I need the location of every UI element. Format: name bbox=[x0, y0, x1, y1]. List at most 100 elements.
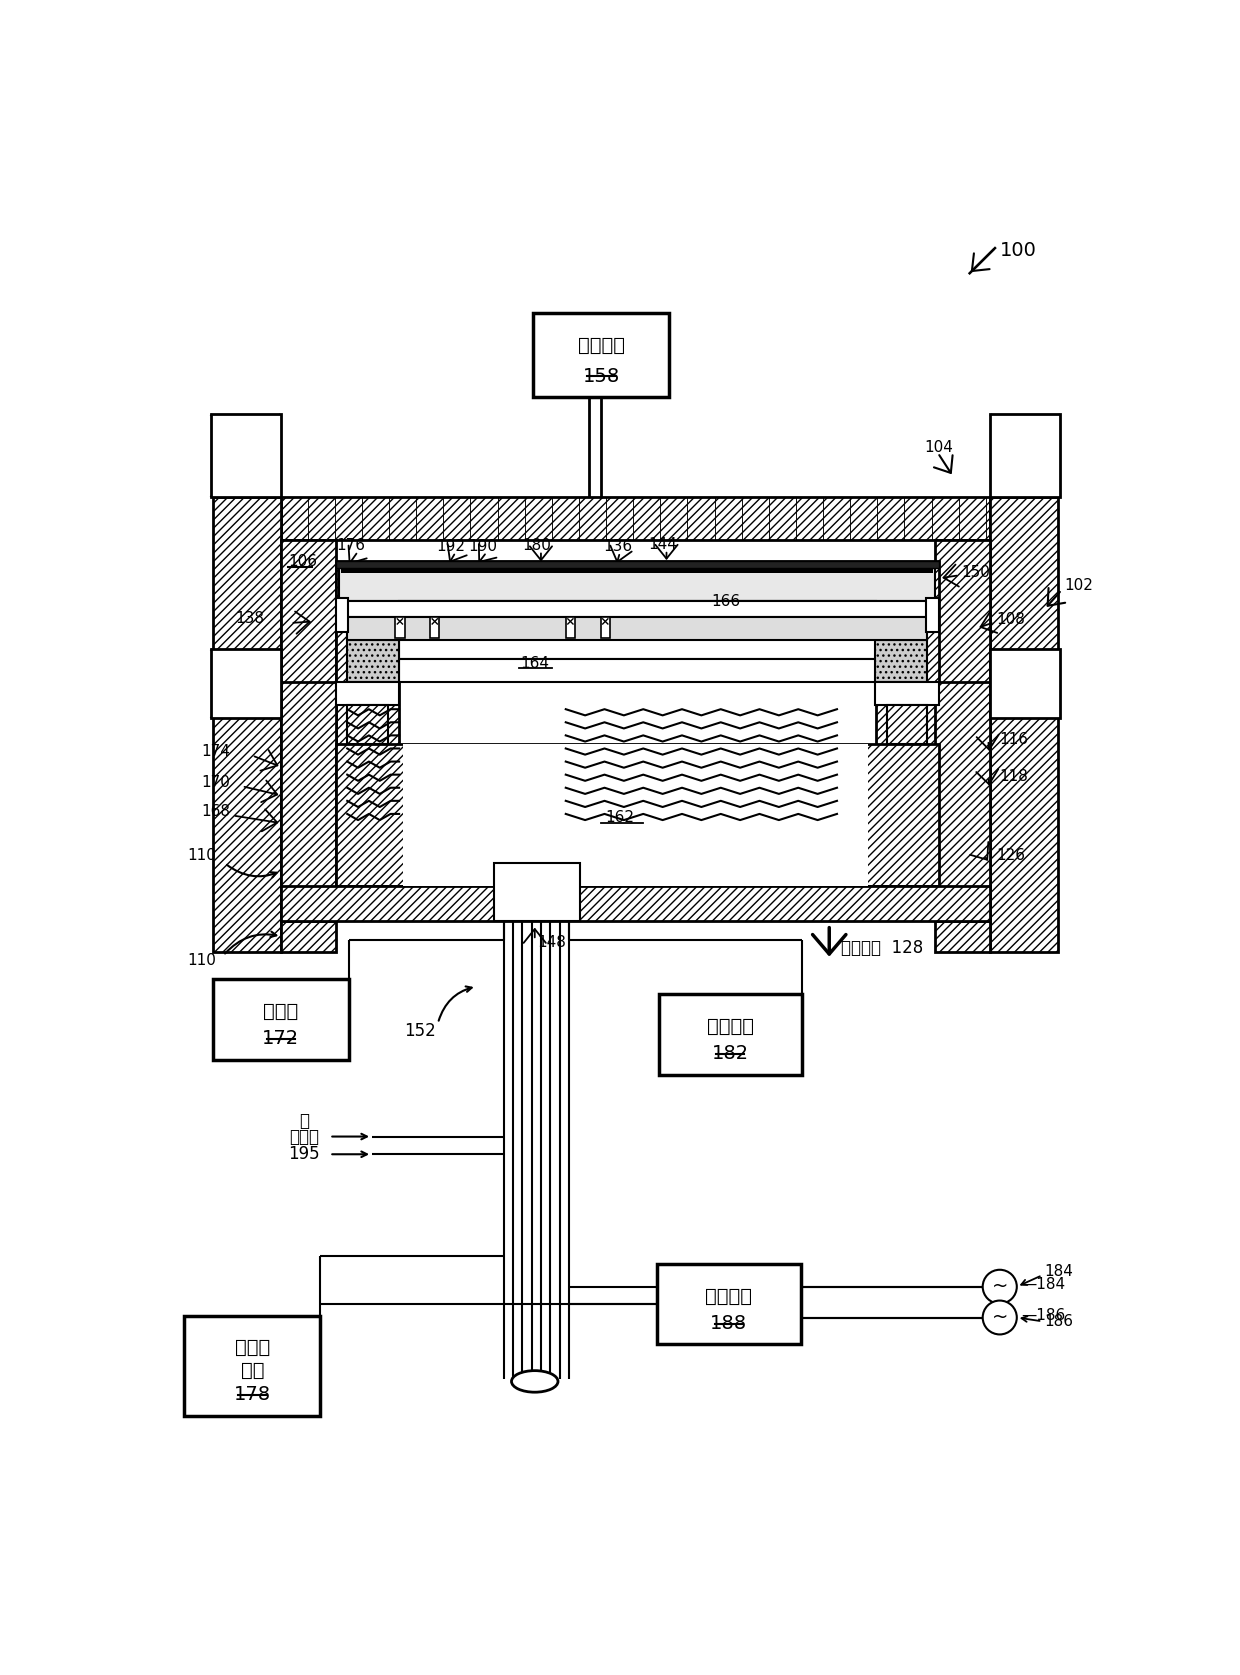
Text: 110: 110 bbox=[187, 848, 217, 863]
Bar bbox=[660, 497, 687, 539]
Text: 178: 178 bbox=[233, 1385, 270, 1404]
Bar bbox=[280, 497, 308, 539]
Bar bbox=[935, 539, 990, 951]
Bar bbox=[399, 660, 875, 682]
Bar bbox=[341, 568, 934, 573]
Text: 118: 118 bbox=[999, 769, 1029, 784]
Text: 136: 136 bbox=[603, 539, 632, 554]
Bar bbox=[579, 497, 606, 539]
Bar bbox=[875, 601, 940, 836]
Text: 182: 182 bbox=[712, 1044, 749, 1064]
Bar bbox=[336, 682, 399, 705]
Text: 110: 110 bbox=[187, 953, 217, 968]
Text: 176: 176 bbox=[336, 538, 366, 553]
Bar bbox=[417, 497, 444, 539]
Bar bbox=[280, 497, 991, 539]
Bar bbox=[281, 886, 990, 921]
Text: 126: 126 bbox=[996, 848, 1025, 863]
Bar bbox=[796, 497, 823, 539]
Bar bbox=[565, 616, 575, 638]
Text: 至泵系统  128: 至泵系统 128 bbox=[841, 940, 923, 956]
Text: 192: 192 bbox=[436, 539, 465, 554]
Bar bbox=[742, 497, 769, 539]
Text: 150: 150 bbox=[961, 566, 990, 581]
Text: 流体源: 流体源 bbox=[263, 1002, 299, 1020]
Text: 162: 162 bbox=[605, 809, 635, 824]
Bar bbox=[991, 414, 1060, 497]
Bar bbox=[887, 705, 926, 744]
Bar bbox=[904, 497, 931, 539]
Text: 148: 148 bbox=[537, 935, 565, 950]
Bar bbox=[336, 561, 939, 601]
Bar bbox=[606, 497, 634, 539]
Bar bbox=[875, 640, 926, 682]
Text: 186: 186 bbox=[1044, 1313, 1074, 1328]
Bar bbox=[211, 650, 280, 719]
Bar bbox=[851, 497, 878, 539]
Bar bbox=[362, 497, 389, 539]
Text: 108: 108 bbox=[997, 611, 1025, 626]
Bar bbox=[336, 598, 348, 631]
Bar bbox=[533, 313, 668, 397]
Text: 106: 106 bbox=[288, 554, 317, 570]
Text: 104: 104 bbox=[925, 441, 954, 456]
Text: 144: 144 bbox=[649, 538, 677, 553]
Bar bbox=[600, 616, 610, 638]
Text: 158: 158 bbox=[583, 367, 620, 385]
Text: 控制器: 控制器 bbox=[289, 1127, 319, 1146]
Text: 184: 184 bbox=[1044, 1265, 1074, 1278]
Bar bbox=[525, 497, 552, 539]
Bar bbox=[347, 705, 388, 744]
Bar bbox=[935, 682, 990, 921]
Bar bbox=[657, 1263, 801, 1345]
Bar bbox=[658, 993, 802, 1075]
Bar bbox=[926, 598, 939, 631]
Text: 138: 138 bbox=[234, 611, 264, 626]
Text: 气体面板: 气体面板 bbox=[578, 335, 625, 355]
Bar bbox=[340, 568, 935, 601]
Bar bbox=[444, 497, 470, 539]
Ellipse shape bbox=[511, 1370, 558, 1392]
Text: 152: 152 bbox=[404, 1022, 436, 1040]
Text: 195: 195 bbox=[288, 1146, 320, 1162]
Bar bbox=[769, 497, 796, 539]
Bar bbox=[878, 497, 904, 539]
Text: 102: 102 bbox=[1064, 578, 1092, 593]
Circle shape bbox=[982, 1270, 1017, 1303]
Bar bbox=[336, 744, 939, 886]
Bar bbox=[396, 616, 404, 638]
Text: 164: 164 bbox=[521, 655, 549, 670]
Bar bbox=[714, 497, 742, 539]
Text: 电源: 电源 bbox=[241, 1360, 264, 1380]
Text: 170: 170 bbox=[201, 776, 231, 791]
Bar bbox=[497, 497, 525, 539]
Text: ~: ~ bbox=[992, 1308, 1008, 1327]
Text: 188: 188 bbox=[711, 1313, 748, 1333]
Bar bbox=[687, 497, 714, 539]
Text: —184: —184 bbox=[1022, 1276, 1065, 1291]
Bar bbox=[552, 497, 579, 539]
Bar bbox=[336, 561, 939, 568]
Bar bbox=[875, 682, 939, 705]
Bar bbox=[931, 497, 959, 539]
Bar bbox=[213, 497, 281, 951]
Text: 168: 168 bbox=[201, 804, 231, 819]
Text: 180: 180 bbox=[522, 538, 552, 553]
Bar bbox=[634, 497, 660, 539]
Bar bbox=[399, 601, 875, 660]
Bar bbox=[347, 640, 399, 682]
Bar bbox=[281, 539, 336, 951]
Text: 加热器: 加热器 bbox=[234, 1338, 270, 1357]
Bar bbox=[470, 497, 497, 539]
Text: 至: 至 bbox=[299, 1112, 309, 1131]
Bar bbox=[308, 497, 335, 539]
Text: 卡紧电源: 卡紧电源 bbox=[707, 1017, 754, 1037]
Bar bbox=[990, 497, 1058, 951]
Text: 190: 190 bbox=[469, 539, 497, 554]
Text: 166: 166 bbox=[712, 595, 740, 610]
Text: 匹配电路: 匹配电路 bbox=[706, 1286, 753, 1306]
Text: —186: —186 bbox=[1022, 1308, 1065, 1323]
Bar bbox=[403, 744, 868, 886]
Text: 100: 100 bbox=[999, 241, 1037, 260]
Bar bbox=[347, 601, 928, 616]
